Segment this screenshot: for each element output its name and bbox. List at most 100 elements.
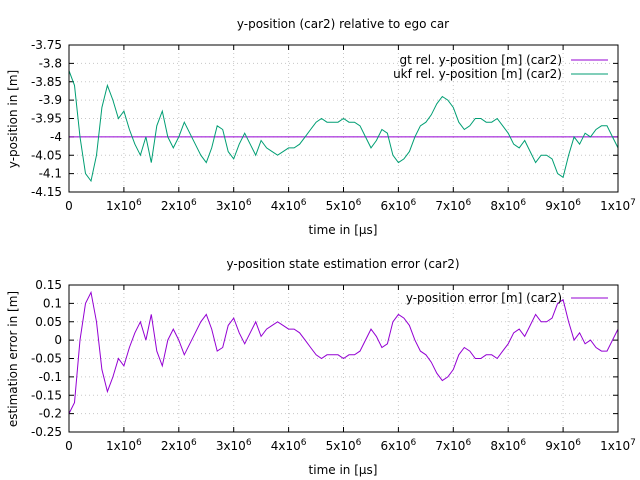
- x-tick-label-exponent: 6: [465, 438, 471, 448]
- x-tick-label: 3x106: [216, 198, 252, 213]
- x-tick-label: 9x106: [545, 198, 581, 213]
- x-tick-label: 5x106: [326, 198, 362, 213]
- x-tick-label: 8x106: [490, 438, 526, 453]
- x-tick-label-base: 5x10: [326, 199, 356, 213]
- y-axis-label: estimation error in [m]: [6, 291, 20, 427]
- x-tick-label-exponent: 6: [575, 438, 581, 448]
- x-tick-label: 7x106: [435, 438, 471, 453]
- x-tick-label-exponent: 6: [411, 438, 417, 448]
- y-tick-label: -4.05: [31, 148, 62, 162]
- y-tick-label: -4.15: [31, 185, 62, 199]
- x-tick-label: 3x106: [216, 438, 252, 453]
- x-tick-label: 1x107: [600, 438, 636, 453]
- y-tick-label: -4: [50, 130, 62, 144]
- plot-frame: [68, 284, 619, 433]
- x-tick-label-base: 3x10: [216, 199, 246, 213]
- series-group: [68, 70, 619, 183]
- y-tick-label: -0.05: [31, 352, 62, 366]
- x-axis-label: time in [µs]: [309, 223, 378, 237]
- x-tick-label: 9x106: [545, 438, 581, 453]
- x-tick-label: 2x106: [161, 438, 197, 453]
- y-tick-label: -3.8: [39, 56, 62, 70]
- x-tick-label-base: 4x10: [271, 199, 301, 213]
- x-tick-label-base: 6x10: [381, 439, 411, 453]
- x-tick-label-base: 7x10: [435, 199, 465, 213]
- series-line-1: [68, 70, 619, 183]
- x-tick-label-exponent: 7: [630, 198, 636, 208]
- legend-label: y-position error [m] (car2): [406, 291, 562, 305]
- x-tick-label-base: 1x10: [106, 199, 136, 213]
- x-tick-label-base: 7x10: [435, 439, 465, 453]
- y-tick-label: -3.95: [31, 112, 62, 126]
- y-tick-label: -0.2: [39, 407, 62, 421]
- x-tick-label: 4x106: [271, 198, 307, 213]
- x-tick-label-base: 9x10: [545, 439, 575, 453]
- x-tick-label-exponent: 6: [520, 438, 526, 448]
- legend-label: ukf rel. y-position [m] (car2): [393, 67, 562, 81]
- x-tick-label-base: 2x10: [161, 439, 191, 453]
- x-tick-label-exponent: 6: [520, 198, 526, 208]
- x-tick-label-base: 0: [65, 199, 73, 213]
- y-tick-label: 0.1: [43, 296, 62, 310]
- y-tick-label: -0.1: [39, 370, 62, 384]
- x-tick-label-base: 5x10: [326, 439, 356, 453]
- x-tick-label: 1x106: [106, 198, 142, 213]
- x-tick-label-base: 1x10: [106, 439, 136, 453]
- legend-label: gt rel. y-position [m] (car2): [400, 53, 562, 67]
- x-tick-label-base: 8x10: [490, 199, 520, 213]
- legend: y-position error [m] (car2): [406, 291, 608, 305]
- y-tick-label: -3.75: [31, 38, 62, 52]
- grid: [69, 45, 618, 192]
- x-tick-label: 4x106: [271, 438, 307, 453]
- x-tick-label-exponent: 6: [356, 438, 362, 448]
- x-tick-label-exponent: 6: [356, 198, 362, 208]
- x-tick-label-exponent: 6: [246, 438, 252, 448]
- x-tick-label-base: 9x10: [545, 199, 575, 213]
- plot-frame: [68, 44, 619, 193]
- grid: [69, 285, 618, 432]
- y-tick-label: -0.25: [31, 425, 62, 439]
- x-tick-label: 1x107: [600, 198, 636, 213]
- x-tick-label-base: 4x10: [271, 439, 301, 453]
- axis-ticks: -4.15 -4.1 -4.05 -4 -3.95 -3.9 -3.85 -3.8 -3.75 0…: [31, 38, 636, 213]
- x-tick-label-base: 1x10: [600, 439, 630, 453]
- x-tick-label-base: 0: [65, 439, 73, 453]
- series-group: [68, 290, 619, 414]
- y-tick-label: 0.05: [35, 315, 62, 329]
- x-tick-label-exponent: 6: [575, 198, 581, 208]
- x-tick-label-exponent: 6: [191, 198, 197, 208]
- x-tick-label-exponent: 6: [301, 198, 307, 208]
- x-tick-label-exponent: 6: [136, 198, 142, 208]
- x-axis-label: time in [µs]: [309, 463, 378, 477]
- x-tick-label-exponent: 6: [136, 438, 142, 448]
- y-tick-label: -3.85: [31, 75, 62, 89]
- y-tick-label: -0.15: [31, 388, 62, 402]
- x-tick-label-exponent: 7: [630, 438, 636, 448]
- x-tick-label: 1x106: [106, 438, 142, 453]
- series-line-0: [68, 290, 619, 414]
- x-tick-label: 8x106: [490, 198, 526, 213]
- x-tick-label-exponent: 6: [191, 438, 197, 448]
- legend: gt rel. y-position [m] (car2)ukf rel. y-…: [393, 53, 608, 81]
- axis-ticks: -0.25 -0.2 -0.15 -0.1 -0.05 0 0.05 0.1 0.15 0 1x10…: [31, 278, 636, 453]
- x-tick-label: 2x106: [161, 198, 197, 213]
- x-tick-label: 0: [65, 199, 73, 213]
- chart-title: y-position state estimation error (car2): [226, 257, 459, 271]
- x-tick-label: 0: [65, 439, 73, 453]
- x-tick-label: 6x106: [381, 198, 417, 213]
- x-tick-label: 6x106: [381, 438, 417, 453]
- chart-title: y-position (car2) relative to ego car: [237, 17, 449, 31]
- x-tick-label-base: 1x10: [600, 199, 630, 213]
- x-tick-label-base: 2x10: [161, 199, 191, 213]
- x-tick-label-base: 8x10: [490, 439, 520, 453]
- x-tick-label-base: 6x10: [381, 199, 411, 213]
- x-tick-label: 7x106: [435, 198, 471, 213]
- chart-bottom-estimation-error: y-position state estimation error (car2)…: [6, 257, 636, 477]
- chart-top-y-position: y-position (car2) relative to ego car ti…: [6, 17, 636, 237]
- y-tick-label: -3.9: [39, 93, 62, 107]
- y-tick-label: 0: [54, 333, 62, 347]
- y-tick-label: 0.15: [35, 278, 62, 292]
- x-tick-label-exponent: 6: [411, 198, 417, 208]
- x-tick-label-base: 3x10: [216, 439, 246, 453]
